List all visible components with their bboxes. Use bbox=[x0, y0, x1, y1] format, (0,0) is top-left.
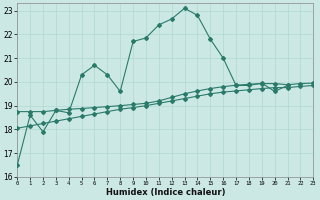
X-axis label: Humidex (Indice chaleur): Humidex (Indice chaleur) bbox=[106, 188, 225, 197]
